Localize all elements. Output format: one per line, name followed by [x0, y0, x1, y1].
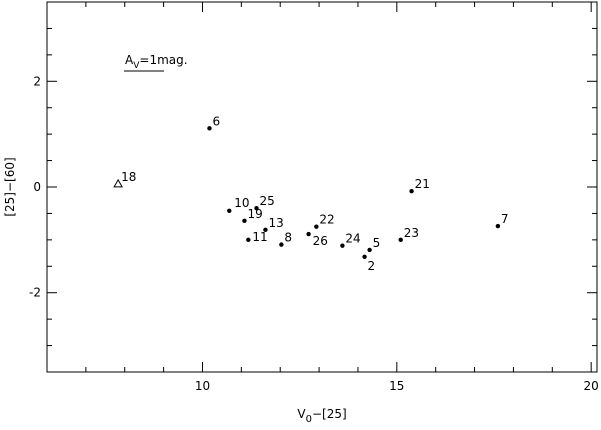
point-label: 8 — [284, 231, 292, 245]
point-label: 2 — [368, 259, 376, 273]
point — [409, 189, 414, 194]
y-tick-label: -2 — [29, 286, 41, 300]
x-tick-label: 20 — [584, 379, 599, 393]
point — [207, 126, 212, 131]
point-label: 21 — [415, 177, 430, 191]
point — [362, 254, 367, 259]
point — [306, 231, 311, 237]
point-label: 11 — [252, 230, 267, 244]
point-label: 7 — [501, 212, 509, 226]
annotation-sub: V — [133, 61, 140, 71]
y-tick-label: 2 — [33, 74, 41, 88]
point-label: 24 — [345, 232, 360, 246]
point — [495, 223, 501, 229]
x-label-main: V — [297, 407, 306, 421]
point — [227, 208, 232, 213]
point-label: 5 — [373, 236, 381, 250]
point — [340, 243, 345, 248]
x-label-sub: 0 — [306, 414, 312, 425]
annotation: AV=1mag. — [125, 53, 188, 71]
y-tick-label: 0 — [33, 180, 41, 194]
y-axis-label: [25]−[60] — [3, 157, 17, 216]
point-triangle — [113, 178, 123, 188]
x-tick-label: 15 — [389, 379, 404, 393]
point-label: 23 — [404, 226, 419, 240]
point-label: 22 — [319, 213, 334, 227]
point — [398, 237, 403, 243]
point-label: 6 — [212, 114, 220, 128]
point-label: 26 — [313, 234, 328, 248]
x-label-rest: −[25] — [312, 407, 347, 421]
point-label: 13 — [268, 216, 283, 230]
x-tick-label: 10 — [195, 379, 210, 393]
annotation-rest: =1mag. — [139, 53, 187, 67]
point-label: 19 — [247, 207, 262, 221]
point — [242, 218, 247, 224]
point — [314, 224, 319, 229]
point — [367, 247, 372, 253]
point — [254, 205, 259, 211]
annotation-main: A — [125, 53, 134, 67]
point-label: 25 — [260, 194, 275, 208]
point-label: 10 — [234, 196, 249, 210]
x-axis-label: V0−[25] — [297, 407, 346, 425]
point-label: 18 — [121, 170, 136, 184]
point — [263, 227, 268, 233]
point — [246, 237, 251, 243]
point — [279, 242, 284, 247]
